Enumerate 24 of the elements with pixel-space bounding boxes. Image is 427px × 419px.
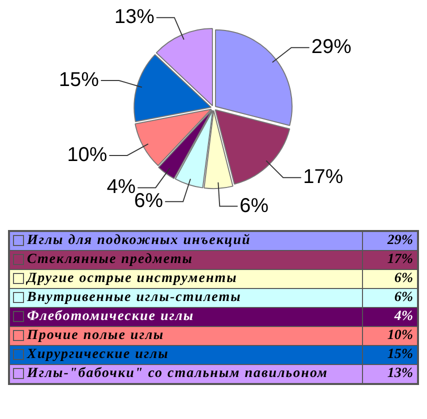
data-label: 6% (240, 194, 269, 217)
data-label: 29% (311, 36, 352, 58)
legend-label: Прочие полые иглы (27, 328, 164, 344)
legend-label: Внутривенные иглы-стилеты (27, 290, 242, 306)
text: 6% (394, 271, 413, 286)
data-label: 17% (303, 166, 344, 188)
data-label: 10% (67, 144, 108, 166)
text: 10% (387, 328, 413, 343)
text: 17% (387, 252, 413, 267)
legend-label: Другие острые инструменты (27, 271, 238, 287)
data-label: 6% (134, 190, 164, 212)
data-label: 13% (114, 6, 155, 28)
text: 15% (387, 347, 413, 362)
legend-label: Стеклянные предметы (27, 252, 194, 268)
legend-label: Иглы для подкожных инъекций (27, 233, 251, 249)
text: 6% (394, 290, 413, 305)
legend-label: Флеботомические иглы (27, 309, 194, 325)
data-label: 15% (58, 69, 100, 92)
text: 29% (387, 233, 413, 248)
text: 13% (387, 366, 413, 381)
text: 4% (394, 309, 413, 324)
data-label: 4% (106, 176, 136, 198)
legend-label: Хирургические иглы (27, 347, 169, 363)
legend-label: Иглы-"бабочки" со стальным павильоном (27, 366, 328, 382)
